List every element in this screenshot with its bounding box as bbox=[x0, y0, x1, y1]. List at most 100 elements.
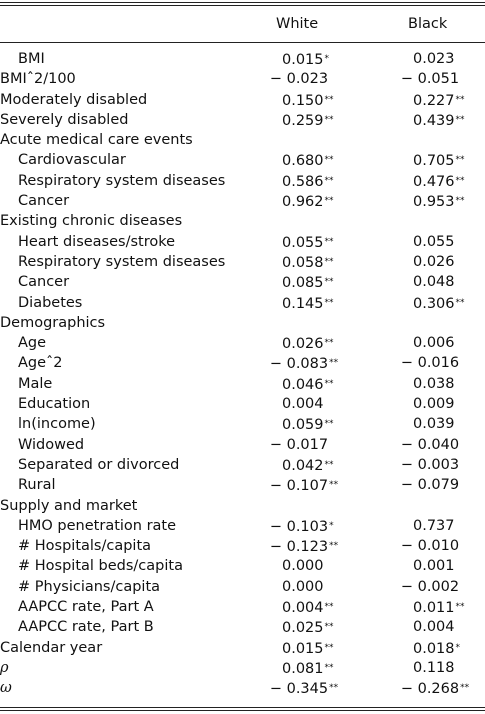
cell-black: 0.026 bbox=[413, 252, 455, 272]
table-row: Cardiovascular 0.680** 0.705** bbox=[0, 150, 485, 170]
cell-white: 0.058** bbox=[282, 252, 334, 273]
column-header-white: White bbox=[276, 16, 319, 32]
coefficient-black: 0.018 bbox=[413, 640, 455, 657]
row-label: Separated or divorced bbox=[18, 456, 180, 473]
coefficient-white: − 0.083 bbox=[269, 356, 329, 373]
table-row: Calendar year 0.015** 0.018* bbox=[0, 638, 485, 658]
row-label: Calendar year bbox=[0, 639, 103, 656]
row-label: Supply and market bbox=[0, 497, 138, 514]
cell-white: 0.000 bbox=[282, 556, 324, 576]
row-label: Demographics bbox=[0, 314, 106, 331]
coefficient-black: 0.004 bbox=[413, 619, 455, 636]
row-label: Diabetes bbox=[18, 294, 83, 311]
cell-white: 0.059** bbox=[282, 414, 334, 435]
table-row: AAPCC rate, Part B 0.025** 0.004 bbox=[0, 617, 485, 637]
coefficient-white: − 0.107 bbox=[269, 478, 329, 495]
table-row: Respiratory system diseases 0.586** 0.476*… bbox=[0, 171, 485, 191]
row-label: BMIˆ2/100 bbox=[0, 71, 76, 88]
row-label: HMO penetration rate bbox=[18, 517, 177, 534]
coefficient-white: 0.962 bbox=[282, 194, 324, 211]
row-label: # Physicians/capita bbox=[18, 578, 161, 595]
cell-white: − 0.107** bbox=[270, 475, 338, 496]
cell-black: 0.705** bbox=[413, 150, 465, 171]
row-label: Severely disabled bbox=[0, 111, 129, 128]
cell-white: 0.145** bbox=[282, 293, 334, 314]
coefficient-black: − 0.016 bbox=[400, 355, 460, 372]
column-header-black: Black bbox=[408, 16, 448, 32]
row-label: ρ bbox=[0, 659, 9, 676]
cell-black: 0.009 bbox=[413, 394, 455, 414]
cell-white: 0.046** bbox=[282, 374, 334, 395]
table-row: Demographics bbox=[0, 313, 485, 333]
cell-black: 0.439** bbox=[413, 110, 465, 131]
cell-white: 0.025** bbox=[282, 617, 334, 638]
table-row: Acute medical care events bbox=[0, 130, 485, 150]
coefficient-black: 0.737 bbox=[413, 517, 455, 534]
row-label: AAPCC rate, Part A bbox=[18, 599, 154, 616]
coefficient-white: − 0.017 bbox=[269, 436, 329, 453]
row-label: Cardiovascular bbox=[18, 152, 126, 169]
row-label: Age bbox=[18, 335, 47, 352]
significance-marker: ** bbox=[324, 155, 334, 166]
cell-white: 0.962** bbox=[282, 191, 334, 212]
cell-black: 0.039 bbox=[413, 414, 455, 434]
significance-marker: * bbox=[324, 54, 330, 64]
cell-black: 0.055 bbox=[413, 232, 455, 252]
table-row: # Physicians/capita 0.000 − 0.002 bbox=[0, 577, 485, 597]
cell-black: 0.038 bbox=[413, 374, 455, 394]
significance-marker: ** bbox=[329, 480, 339, 491]
cell-white: 0.015** bbox=[282, 638, 334, 659]
coefficient-black: − 0.040 bbox=[400, 436, 460, 453]
coefficient-white: 0.058 bbox=[282, 254, 324, 271]
table-row: AAPCC rate, Part A 0.004** 0.011** bbox=[0, 597, 485, 617]
cell-black: 0.737 bbox=[413, 516, 455, 536]
coefficient-white: 0.004 bbox=[282, 600, 324, 617]
cell-black: 0.023 bbox=[413, 49, 455, 69]
cell-black: − 0.079 bbox=[401, 475, 459, 495]
table-row: ω − 0.345** − 0.268** bbox=[0, 678, 485, 698]
cell-black: − 0.003 bbox=[401, 455, 459, 475]
row-label: Cancer bbox=[18, 274, 70, 291]
row-label: ln(income) bbox=[18, 416, 96, 433]
table-row: Severely disabled 0.259** 0.439** bbox=[0, 110, 485, 130]
coefficient-black: 0.118 bbox=[413, 659, 455, 676]
significance-marker: ** bbox=[324, 277, 334, 288]
table-row: HMO penetration rate − 0.103* 0.737 bbox=[0, 516, 485, 536]
coefficient-white: 0.015 bbox=[282, 52, 324, 68]
significance-marker: ** bbox=[324, 175, 334, 186]
significance-marker: ** bbox=[455, 297, 465, 308]
row-label: Widowed bbox=[18, 436, 85, 453]
coefficient-black: 0.006 bbox=[413, 335, 455, 352]
coefficient-white: 0.000 bbox=[282, 558, 324, 575]
coefficient-black: − 0.003 bbox=[400, 456, 460, 473]
bottom-rule-inner bbox=[0, 710, 485, 711]
significance-marker: ** bbox=[324, 419, 334, 430]
coefficient-white: 0.081 bbox=[282, 660, 324, 677]
coefficient-black: 0.039 bbox=[413, 416, 455, 433]
cell-white: − 0.345** bbox=[270, 678, 338, 699]
row-label: Respiratory system diseases bbox=[18, 253, 226, 270]
significance-marker: ** bbox=[455, 602, 465, 613]
cell-white: 0.004** bbox=[282, 597, 334, 618]
cell-white: 0.004 bbox=[282, 394, 324, 414]
coefficient-black: 0.227 bbox=[413, 92, 455, 109]
top-rule-inner bbox=[0, 5, 485, 6]
significance-marker: * bbox=[329, 520, 334, 531]
coefficient-white: 0.004 bbox=[282, 396, 324, 413]
table-row: ρ 0.081** 0.118 bbox=[0, 658, 485, 678]
coefficient-black: − 0.010 bbox=[400, 538, 460, 555]
coefficient-white: 0.586 bbox=[282, 173, 324, 190]
cell-black: 0.001 bbox=[413, 556, 455, 576]
coefficient-white: 0.059 bbox=[282, 417, 324, 434]
coefficient-black: 0.001 bbox=[413, 558, 455, 575]
coefficient-black: − 0.002 bbox=[400, 578, 460, 595]
row-label: Respiratory system diseases bbox=[18, 172, 226, 189]
cell-white: 0.680** bbox=[282, 150, 334, 171]
significance-marker: ** bbox=[324, 94, 334, 105]
row-label: BMI bbox=[18, 51, 45, 67]
row-label: Heart diseases/stroke bbox=[18, 233, 176, 250]
significance-marker: ** bbox=[455, 94, 465, 105]
cell-white: − 0.083** bbox=[270, 353, 338, 374]
cell-black: 0.048 bbox=[413, 272, 455, 292]
coefficient-black: 0.953 bbox=[413, 194, 455, 211]
